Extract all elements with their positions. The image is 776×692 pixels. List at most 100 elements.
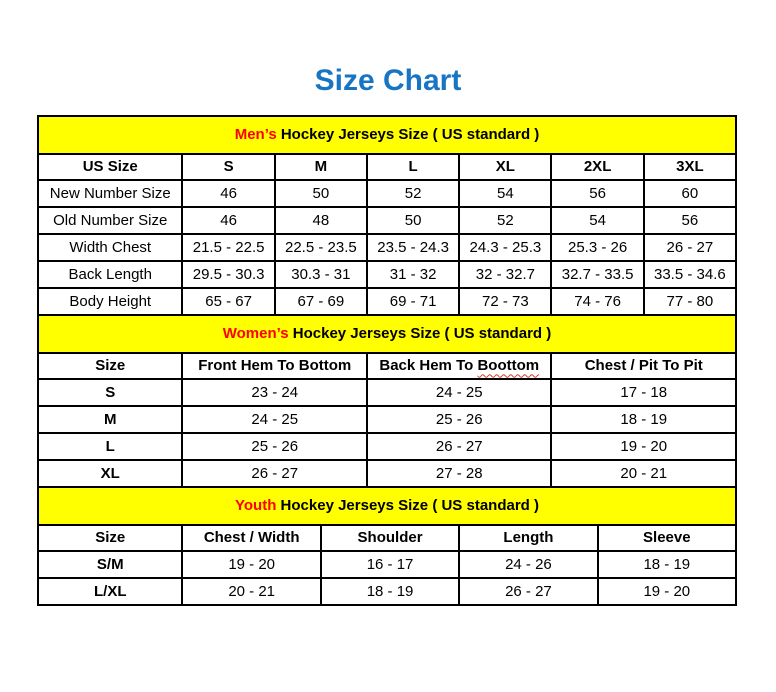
size-value-cell: 54 — [550, 206, 645, 235]
row-label-cell: L — [36, 432, 184, 461]
table-row: Old Number Size 46 48 50 52 54 56 — [36, 206, 738, 235]
size-value-cell: 26 - 27 — [365, 432, 553, 461]
size-value-cell: 54 — [458, 179, 553, 208]
column-header-cell: Front Hem To Bottom — [181, 352, 368, 380]
row-label-cell: Width Chest — [36, 233, 184, 262]
youth-size-table: Youth Hockey Jerseys Size ( US standard … — [36, 486, 738, 606]
size-value-cell: 56 — [642, 206, 738, 235]
size-value-cell: 19 - 20 — [596, 577, 738, 606]
size-tables-container: Men’s Hockey Jerseys Size ( US standard … — [36, 115, 738, 606]
size-value-cell: 18 - 19 — [550, 405, 737, 434]
size-value-cell: 22.5 - 23.5 — [273, 233, 368, 262]
row-label-cell: Body Height — [36, 287, 184, 316]
column-header-cell: S — [181, 153, 276, 181]
size-value-cell: 18 - 19 — [596, 550, 738, 579]
size-value-cell: 19 - 20 — [550, 432, 737, 461]
size-value-cell: 24 - 26 — [458, 550, 599, 579]
size-value-cell: 30.3 - 31 — [273, 260, 368, 289]
table-row: S 23 - 24 24 - 25 17 - 18 — [36, 378, 737, 407]
size-value-cell: 20 - 21 — [550, 459, 737, 488]
table-row: Width Chest 21.5 - 22.5 22.5 - 23.5 23.5 - … — [36, 233, 738, 262]
size-value-cell: 32 - 32.7 — [458, 260, 553, 289]
size-value-cell: 18 - 19 — [319, 577, 461, 606]
size-value-cell: 26 - 27 — [642, 233, 738, 262]
column-header-cell: US Size — [36, 153, 184, 181]
table-row: New Number Size 46 50 52 54 56 60 — [36, 179, 738, 208]
size-value-cell: 24.3 - 25.3 — [458, 233, 553, 262]
row-label-cell: M — [36, 405, 184, 434]
column-header-cell: Size — [36, 352, 184, 380]
size-value-cell: 17 - 18 — [550, 378, 737, 407]
size-value-cell: 24 - 25 — [181, 405, 368, 434]
column-header-cell: M — [273, 153, 368, 181]
column-header-cell: Back Hem To Boottom — [365, 352, 553, 380]
size-value-cell: 60 — [642, 179, 738, 208]
size-chart-document: Size Chart Men’s Hockey Jerseys Size ( U… — [0, 64, 776, 606]
size-value-cell: 16 - 17 — [319, 550, 461, 579]
size-value-cell: 23 - 24 — [181, 378, 368, 407]
row-label-cell: Back Length — [36, 260, 184, 289]
size-value-cell: 25.3 - 26 — [550, 233, 645, 262]
mens-section-prefix: Men’s — [234, 126, 277, 144]
column-header-cell: Chest / Width — [181, 524, 322, 552]
column-header-cell: 3XL — [642, 153, 738, 181]
size-value-cell: 32.7 - 33.5 — [550, 260, 645, 289]
size-value-cell: 25 - 26 — [181, 432, 368, 461]
womens-size-table: Women’s Hockey Jerseys Size ( US standar… — [36, 314, 737, 488]
size-value-cell: 29.5 - 30.3 — [181, 260, 276, 289]
row-label-cell: S — [36, 378, 184, 407]
table-row: L 25 - 26 26 - 27 19 - 20 — [36, 432, 737, 461]
table-row: Back Length 29.5 - 30.3 30.3 - 31 31 - 32 32… — [36, 260, 738, 289]
size-value-cell: 77 - 80 — [642, 287, 738, 316]
womens-section-header: Women’s Hockey Jerseys Size ( US standar… — [37, 314, 737, 354]
womens-section-prefix: Women’s — [222, 325, 289, 343]
size-value-cell: 46 — [181, 179, 276, 208]
mens-section-title: Hockey Jerseys Size ( US standard ) — [276, 126, 540, 144]
column-header-cell: Shoulder — [319, 524, 461, 552]
size-value-cell: 33.5 - 34.6 — [642, 260, 738, 289]
size-value-cell: 50 — [365, 206, 461, 235]
size-value-cell: 21.5 - 22.5 — [181, 233, 276, 262]
size-value-cell: 69 - 71 — [365, 287, 461, 316]
size-value-cell: 65 - 67 — [181, 287, 276, 316]
size-value-cell: 72 - 73 — [458, 287, 553, 316]
row-label-cell: New Number Size — [36, 179, 184, 208]
size-value-cell: 50 — [273, 179, 368, 208]
size-value-cell: 31 - 32 — [365, 260, 461, 289]
column-header-cell: L — [365, 153, 461, 181]
column-header-cell: Sleeve — [596, 524, 738, 552]
table-row: L/XL 20 - 21 18 - 19 26 - 27 19 - 20 — [36, 577, 738, 606]
column-header-cell: Length — [458, 524, 599, 552]
youth-section-header: Youth Hockey Jerseys Size ( US standard … — [37, 486, 737, 526]
mens-section-header: Men’s Hockey Jerseys Size ( US standard … — [37, 115, 737, 155]
column-header-cell: Size — [36, 524, 184, 552]
row-label-cell: S/M — [36, 550, 184, 579]
size-value-cell: 52 — [365, 179, 461, 208]
womens-section-title: Hockey Jerseys Size ( US standard ) — [288, 325, 552, 343]
column-header-cell: Chest / Pit To Pit — [550, 352, 737, 380]
column-header-cell: XL — [458, 153, 553, 181]
table-row: S/M 19 - 20 16 - 17 24 - 26 18 - 19 — [36, 550, 738, 579]
size-value-cell: 74 - 76 — [550, 287, 645, 316]
size-value-cell: 56 — [550, 179, 645, 208]
row-label-cell: XL — [36, 459, 184, 488]
size-value-cell: 24 - 25 — [365, 378, 553, 407]
size-value-cell: 67 - 69 — [273, 287, 368, 316]
youth-section-prefix: Youth — [235, 497, 277, 515]
youth-section-title: Hockey Jerseys Size ( US standard ) — [276, 497, 539, 515]
row-label-cell: L/XL — [36, 577, 184, 606]
misspelled-word: Boottom — [477, 357, 540, 375]
table-row: XL 26 - 27 27 - 28 20 - 21 — [36, 459, 737, 488]
table-row: Body Height 65 - 67 67 - 69 69 - 71 72 - 73 7… — [36, 287, 738, 316]
size-value-cell: 48 — [273, 206, 368, 235]
row-label-cell: Old Number Size — [36, 206, 184, 235]
size-value-cell: 20 - 21 — [181, 577, 322, 606]
table-row: M 24 - 25 25 - 26 18 - 19 — [36, 405, 737, 434]
size-value-cell: 52 — [458, 206, 553, 235]
size-value-cell: 19 - 20 — [181, 550, 322, 579]
page-title: Size Chart — [314, 64, 462, 97]
mens-size-table: Men’s Hockey Jerseys Size ( US standard … — [36, 115, 738, 316]
size-value-cell: 26 - 27 — [458, 577, 599, 606]
size-value-cell: 46 — [181, 206, 276, 235]
size-value-cell: 23.5 - 24.3 — [365, 233, 461, 262]
